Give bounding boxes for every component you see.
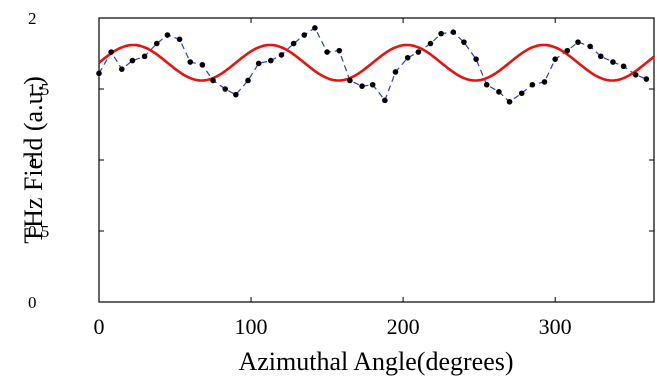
x-tick-label: 0 [94,314,105,339]
data-point [222,86,229,92]
data-point [506,98,513,105]
data-point [153,40,160,47]
data-point [336,47,343,54]
data-point [278,52,285,58]
x-tick-label: 300 [539,314,572,339]
data-point [529,81,536,88]
data-point [564,47,571,54]
data-point [233,91,239,98]
data-point [415,49,422,55]
data-point [199,62,206,68]
data-point [518,90,525,97]
data-point [483,81,490,88]
data-point [450,29,457,35]
data-point [108,49,114,55]
data-point [575,39,581,45]
data-point [369,81,376,88]
data-point [187,59,194,65]
y-tick-label: 0.5 [28,222,49,241]
data-point [382,97,388,104]
data-point [141,53,148,60]
data-point [404,54,411,61]
data-point [587,43,593,50]
y-tick-label: 2 [28,9,37,28]
x-axis-label: Azimuthal Angle(degrees) [238,347,513,376]
data-point [129,57,136,64]
data-point [392,69,399,75]
fit-line [98,43,655,82]
data-point [632,72,639,78]
data-point [96,70,102,77]
data-point [597,53,604,60]
data-point [552,56,558,62]
data-point [541,79,548,85]
data-point [324,49,330,55]
x-tick-label: 100 [235,314,268,339]
data-point [255,60,262,67]
data-point [301,32,308,38]
data-point [119,66,125,72]
data-point [210,77,216,84]
data-point [176,36,183,43]
y-tick-label: 1.5 [28,80,49,99]
data-point [643,76,650,82]
y-tick-label: 0 [28,293,37,312]
data-point [268,57,274,64]
y-axis-label: THz Field (a.u.) [19,76,48,244]
data-point [312,25,318,31]
data-point [438,30,444,37]
data-point [245,77,251,84]
data-point [347,77,353,84]
data-point [610,59,616,65]
y-tick-label: 1 [28,151,37,170]
data-point [620,63,627,70]
data-point [290,40,297,47]
data-point [359,83,365,89]
data-point [473,56,479,62]
data-point [496,89,502,95]
data-point [164,32,171,38]
data-point [427,40,434,47]
x-tick-label: 200 [387,314,420,339]
data-point [461,39,467,45]
